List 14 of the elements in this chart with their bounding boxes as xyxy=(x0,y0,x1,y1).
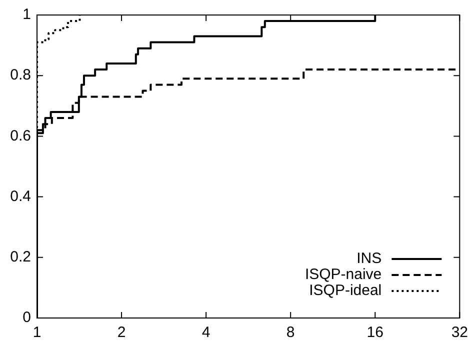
x-tick-label: 2 xyxy=(117,324,126,342)
x-tick-label: 16 xyxy=(366,324,384,342)
y-tick-label: 0.8 xyxy=(10,66,31,84)
legend-label: ISQP-ideal xyxy=(309,282,382,300)
y-tick-label: 0.2 xyxy=(10,248,31,266)
x-tick-label: 32 xyxy=(451,324,468,342)
legend-label: ISQP-naive xyxy=(304,266,382,284)
legend-label: INS xyxy=(356,250,382,268)
x-tick-label: 4 xyxy=(202,324,210,342)
y-tick-label: 0.6 xyxy=(10,127,31,144)
x-tick-label: 8 xyxy=(286,324,295,342)
y-tick-label: 0.4 xyxy=(10,188,31,205)
y-tick-label: 0 xyxy=(22,309,31,326)
y-tick-label: 1 xyxy=(22,6,31,24)
